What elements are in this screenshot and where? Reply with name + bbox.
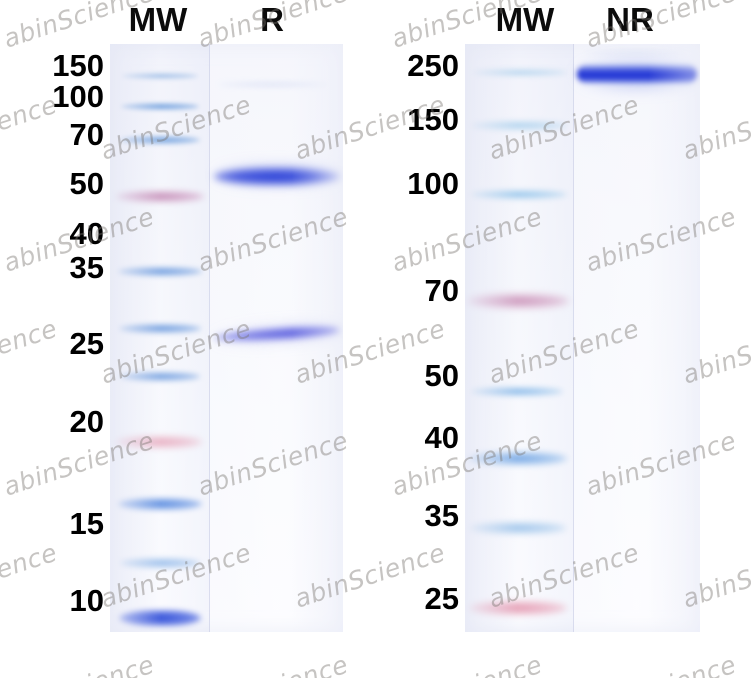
- right-ladder-band-150: [471, 121, 567, 130]
- left-mw-label-50: 50: [69, 166, 104, 201]
- right-mw-label-50: 50: [424, 358, 459, 393]
- right-ladder-band-250: [473, 69, 567, 76]
- left-lane-mw: [110, 44, 209, 632]
- left-ladder-band-10: [119, 610, 201, 626]
- right-sample-faint-top-smear: [583, 50, 687, 55]
- right-mw-label-150: 150: [407, 102, 459, 137]
- right-mw-label-35: 35: [424, 498, 459, 533]
- right-ladder-band-100: [471, 190, 567, 199]
- left-mw-label-20: 20: [69, 404, 104, 439]
- right-lane-divider: [573, 44, 574, 632]
- left-mw-label-35: 35: [69, 250, 104, 285]
- left-mw-label-15: 15: [69, 506, 104, 541]
- left-ladder-band-250: [122, 73, 198, 79]
- left-ladder-band-20: [118, 498, 202, 510]
- left-ladder-band-100: [120, 136, 200, 144]
- right-mw-label-250: 250: [407, 48, 459, 83]
- left-sample-faint-smear: [218, 82, 328, 87]
- right-panel-mw-header: MW: [495, 1, 555, 38]
- right-mw-label-25: 25: [424, 581, 459, 616]
- right-lane-mw: [465, 44, 573, 632]
- right-mw-label-100: 100: [407, 166, 459, 201]
- right-panel-non-reduced: MW NR 250 150 100 70 50 40 35: [375, 0, 751, 678]
- left-panel-sample-header: R: [260, 1, 284, 38]
- right-sample-band-intact-igg: [577, 65, 697, 83]
- left-mw-label-25: 25: [69, 326, 104, 361]
- left-ladder-band-35: [120, 372, 200, 381]
- left-ladder-band-50: [118, 267, 202, 276]
- left-ladder-band-15: [120, 558, 200, 568]
- right-ladder-band-35: [470, 522, 566, 534]
- right-ladder-band-40: [469, 452, 567, 465]
- left-ladder-band-70: [116, 191, 204, 202]
- left-sample-band-heavy-chain: [214, 168, 340, 185]
- left-gel-slab: [110, 44, 343, 632]
- left-mw-label-150: 150: [52, 48, 104, 83]
- left-panel-reduced: MW R 150: [0, 0, 375, 678]
- left-mw-label-70: 70: [69, 117, 104, 152]
- right-mw-label-40: 40: [424, 420, 459, 455]
- right-gel-slab: [465, 44, 700, 632]
- left-panel-mw-header: MW: [128, 1, 188, 38]
- left-ladder-band-25: [116, 436, 202, 448]
- left-ladder-band-150: [121, 103, 199, 110]
- left-mw-label-100: 100: [52, 79, 104, 114]
- right-ladder-band-25: [469, 601, 567, 615]
- right-lane-nr: [574, 44, 700, 632]
- left-ladder-band-40: [119, 324, 201, 333]
- right-mw-label-70: 70: [424, 273, 459, 308]
- left-lane-divider: [209, 44, 210, 632]
- right-ladder-band-70: [467, 294, 569, 308]
- right-panel-sample-header: NR: [606, 1, 654, 38]
- right-ladder-band-50: [471, 387, 563, 396]
- left-sample-band-heavy-chain-halo: [214, 162, 343, 188]
- left-mw-label-10: 10: [69, 583, 104, 618]
- left-mw-label-40: 40: [69, 216, 104, 251]
